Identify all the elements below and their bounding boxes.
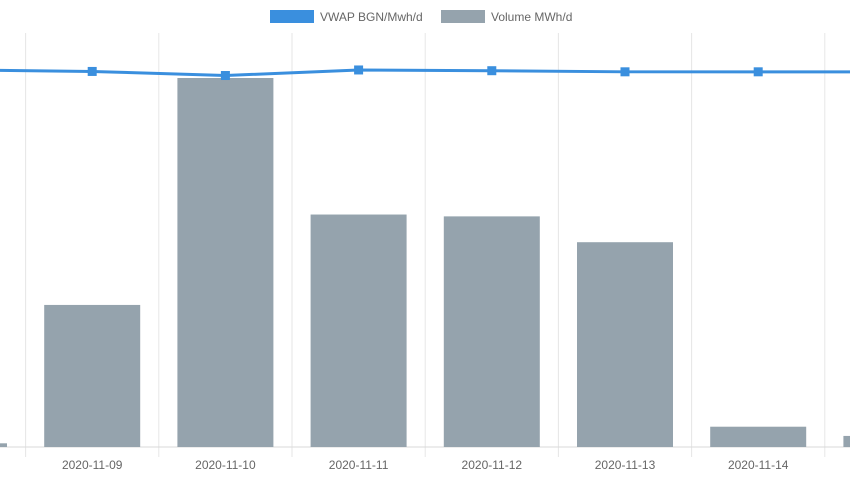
vwap-point-2020-11-11 [354, 65, 364, 75]
bar-2020-11-14 [710, 426, 807, 447]
bar-2020-11-09 [44, 304, 141, 447]
x-tick-label: 2020-11-11 [329, 458, 389, 472]
bar-2020-11-08 [0, 443, 7, 447]
grid [0, 33, 850, 457]
vwap-point-2020-11-10 [220, 71, 230, 81]
vwap-point-2020-11-12 [487, 66, 497, 76]
vwap-line [0, 68, 850, 78]
legend-label-0: VWAP BGN/Mwh/d [320, 10, 423, 24]
x-axis: 2020-11-09 2020-11-10 2020-11-11 2020-11-12… [62, 458, 789, 472]
x-tick-label: 2020-11-12 [462, 458, 523, 472]
legend-swatch-1 [441, 10, 485, 23]
x-tick-label: 2020-11-13 [595, 458, 656, 472]
line-series [0, 65, 850, 81]
legend-label-1: Volume MWh/d [491, 10, 572, 24]
bar-2020-11-15 [843, 435, 850, 447]
bar-2020-11-11 [310, 214, 407, 447]
bar-2020-11-10 [177, 78, 274, 447]
x-tick-label: 2020-11-09 [62, 458, 123, 472]
vwap-point-2020-11-14 [753, 67, 763, 77]
bar-2020-11-13 [577, 242, 673, 447]
legend: VWAP BGN/Mwh/d Volume MWh/d [270, 10, 572, 24]
legend-swatch-0 [270, 10, 314, 23]
vwap-point-2020-11-09 [87, 66, 97, 76]
x-tick-label: 2020-11-10 [195, 458, 256, 472]
x-tick-label: 2020-11-14 [728, 458, 789, 472]
bars [0, 78, 850, 447]
bar-2020-11-12 [443, 216, 540, 447]
vwap-point-2020-11-13 [620, 67, 630, 77]
